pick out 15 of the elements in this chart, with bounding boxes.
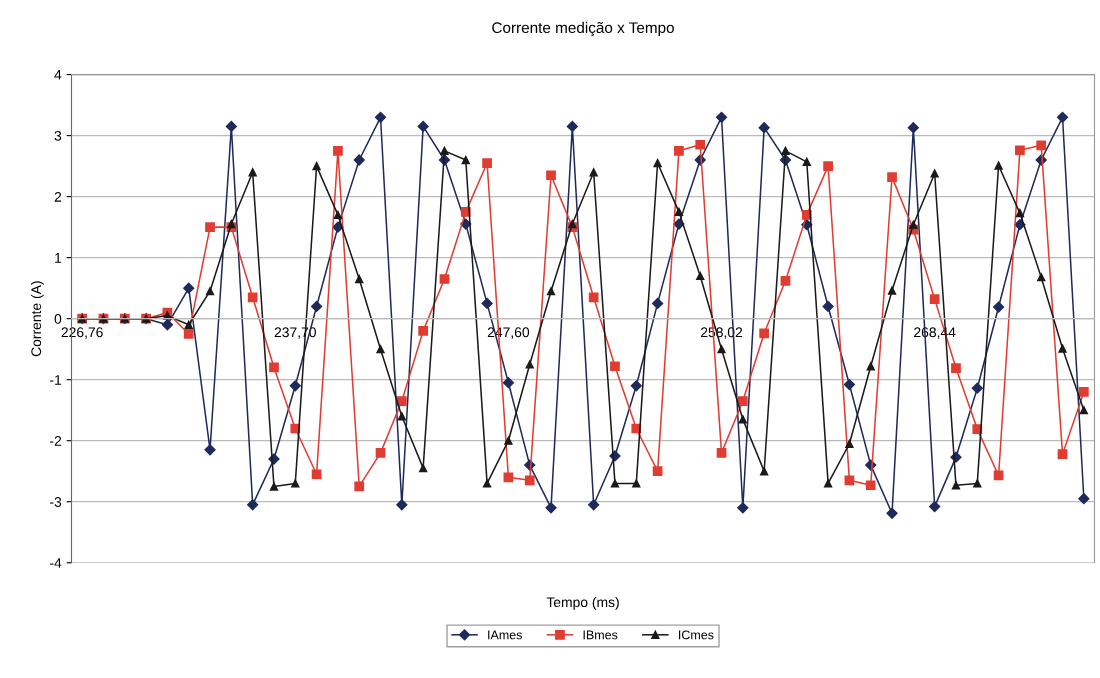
x-axis-title: Tempo (ms) <box>546 596 619 610</box>
y-tick-label: 1 <box>55 253 62 263</box>
legend-label: IAmes <box>488 630 522 640</box>
y-tick-label: -1 <box>50 375 62 385</box>
legend-label: IBmes <box>583 630 618 640</box>
y-tick-label: -2 <box>50 436 62 446</box>
chart-title: Corrente medição x Tempo <box>492 21 674 37</box>
legend-label: ICmes <box>679 630 714 640</box>
y-tick-label: 4 <box>54 70 62 80</box>
y-tick-label: 2 <box>54 191 62 202</box>
y-tick-label: -3 <box>50 497 62 507</box>
y-tick-label: 3 <box>54 130 62 141</box>
y-axis-title: Corrente (A) <box>30 281 44 357</box>
y-tick-label: -4 <box>50 558 62 568</box>
y-tick-label: 0 <box>54 313 62 324</box>
